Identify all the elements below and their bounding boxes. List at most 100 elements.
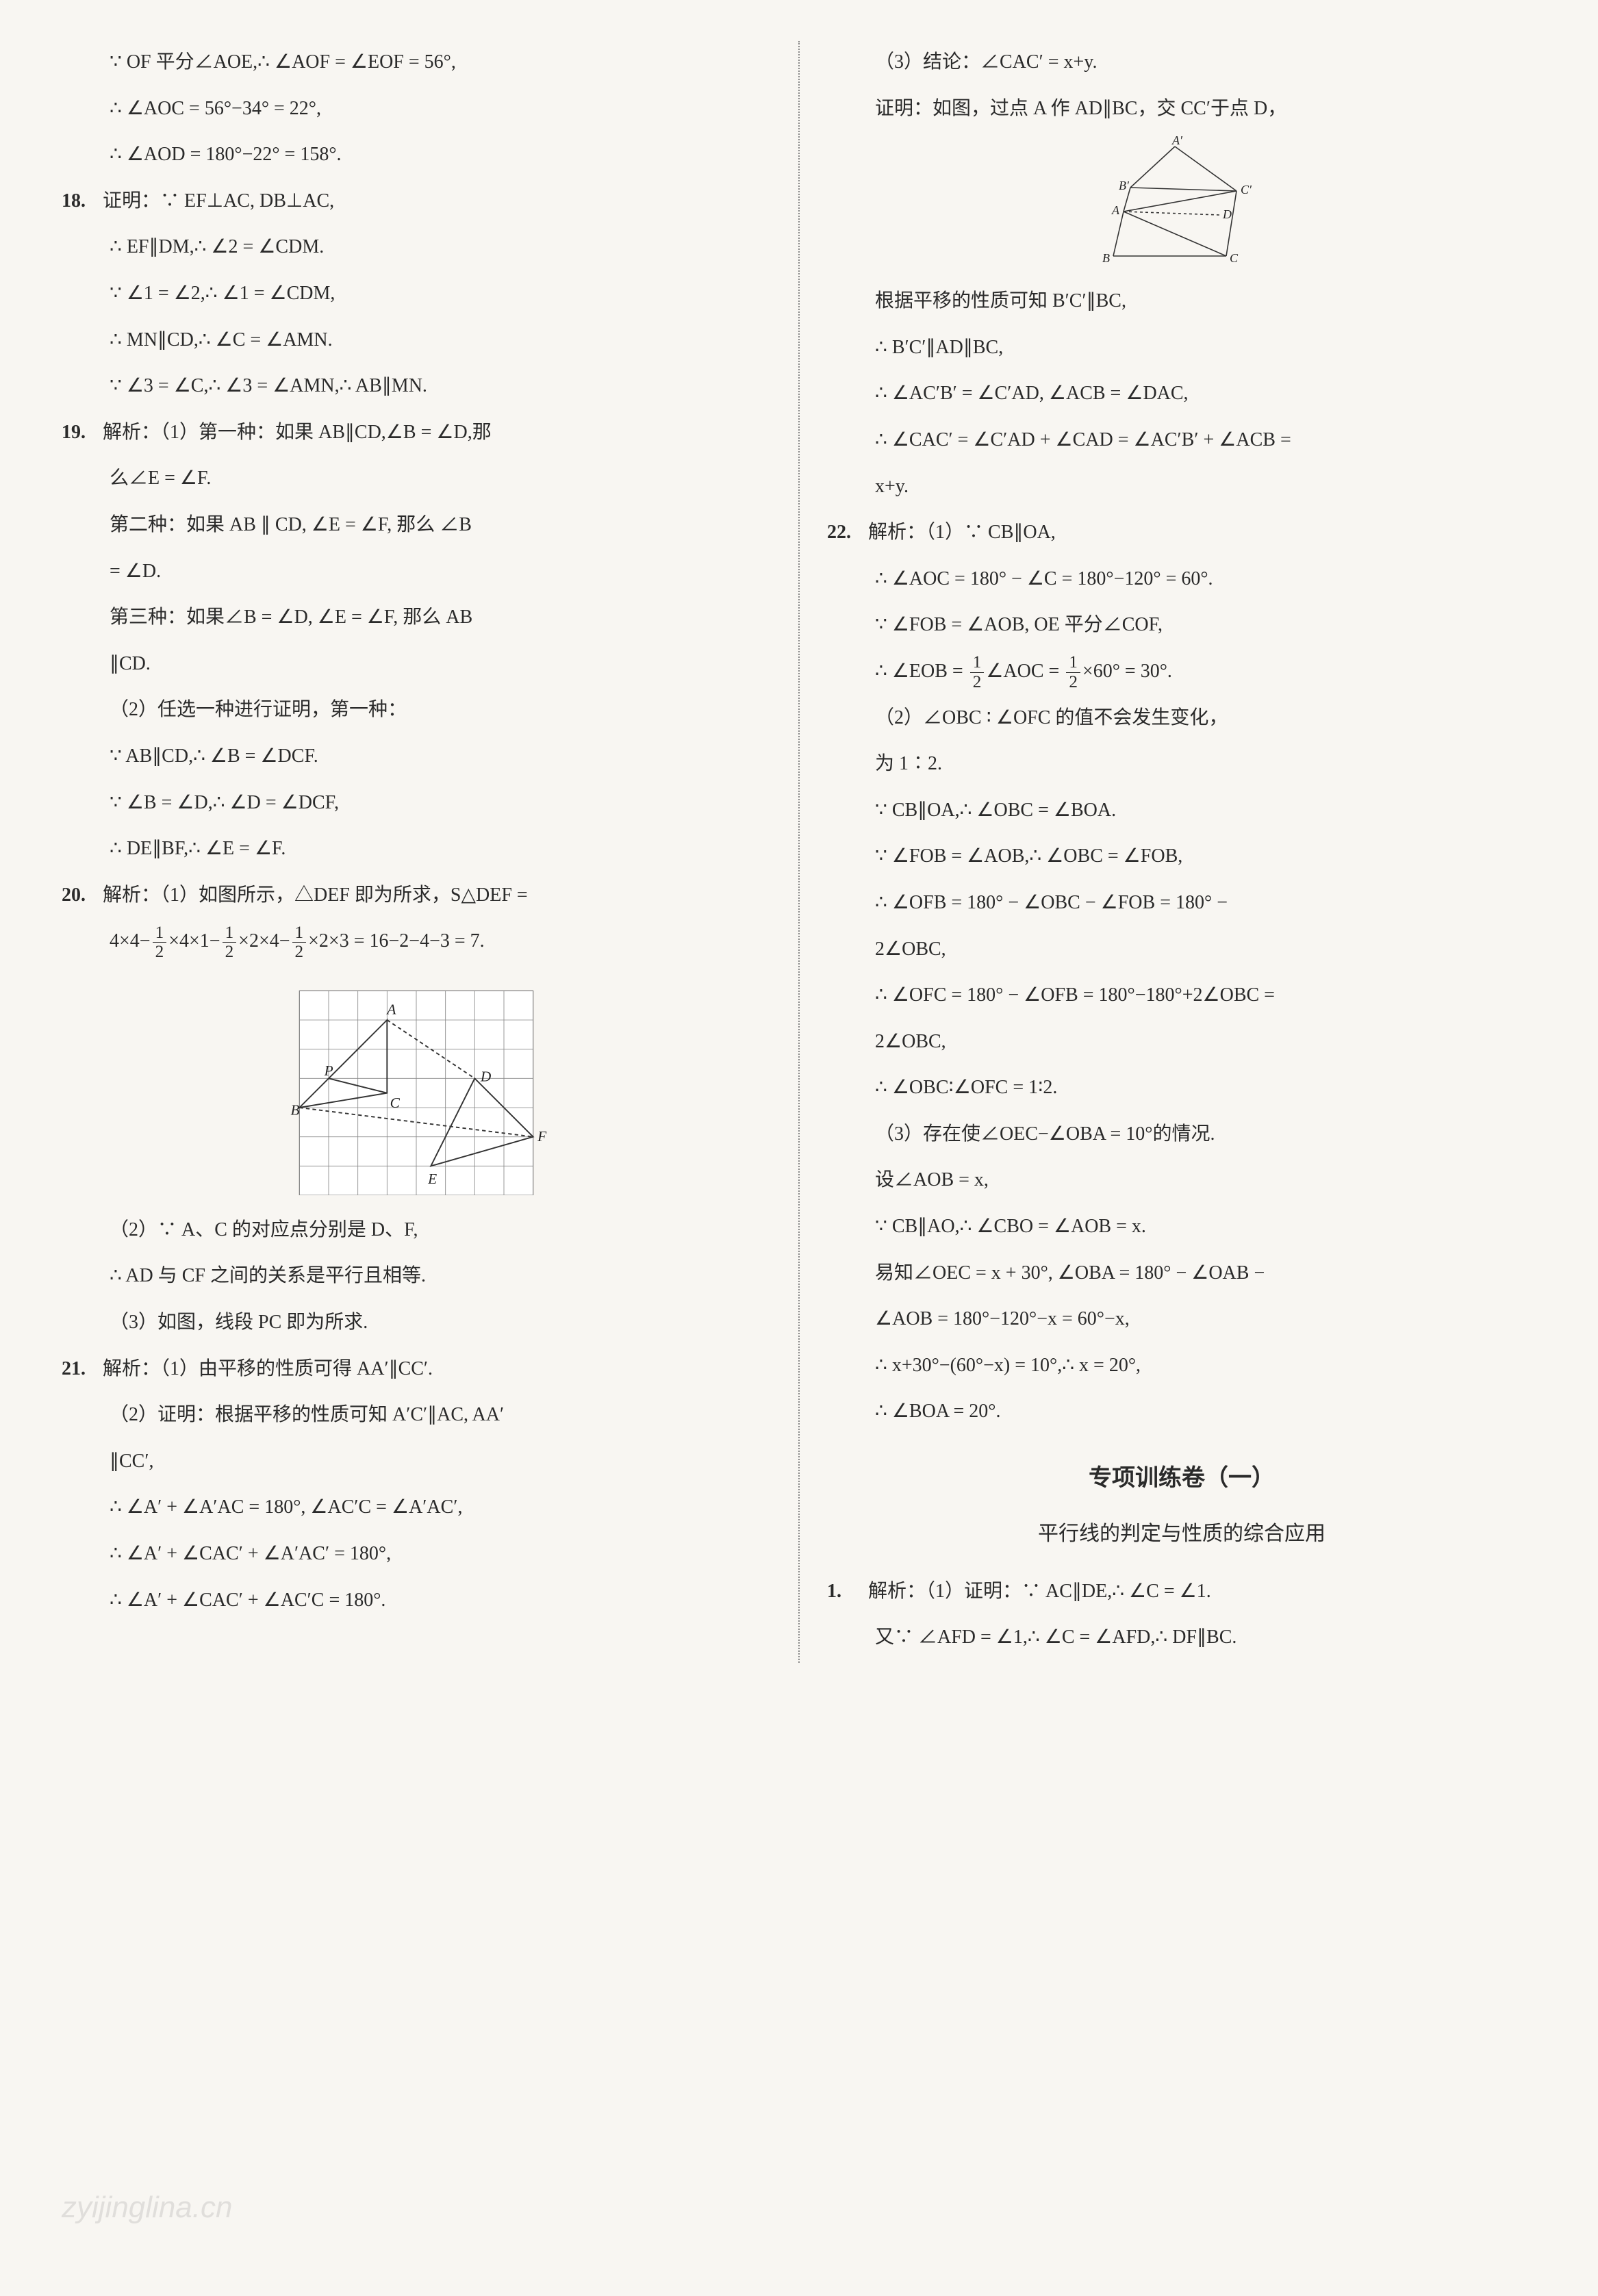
text-line: ∴ ∠OFC = 180° − ∠OFB = 180°−180°+2∠OBC = [827,974,1536,1017]
svg-text:C′: C′ [1241,183,1252,196]
label: 解析： [868,1581,926,1602]
svg-text:B: B [291,1102,300,1119]
label: 解析： [103,884,160,906]
svg-text:P: P [324,1062,333,1079]
text-line: = ∠D. [62,550,771,593]
fraction: 12 [153,923,167,962]
eq-part: ×60° = 30°. [1082,661,1172,682]
text-line: ∵ CB∥AO,∴ ∠CBO = ∠AOB = x. [827,1206,1536,1248]
q21: 21.解析：（1）由平移的性质可得 AA′∥CC′. [62,1348,771,1390]
column-divider [798,41,800,1663]
text-line: 又∵ ∠AFD = ∠1,∴ ∠C = ∠AFD,∴ DF∥BC. [827,1616,1536,1659]
text-line: ∵ ∠B = ∠D,∴ ∠D = ∠DCF, [62,782,771,824]
text-line: ∵ ∠3 = ∠C,∴ ∠3 = ∠AMN,∴ AB∥MN. [62,365,771,407]
text-line: ∵ OF 平分∠AOE,∴ ∠AOF = ∠EOF = 56°, [62,41,771,84]
label: 解析： [103,422,160,443]
svg-text:E: E [427,1171,437,1187]
text-line: 证明：如图，过点 A 作 AD∥BC，交 CC′于点 D， [827,88,1536,130]
q22: 22.解析：（1）∵ CB∥OA, [827,511,1536,554]
text-line: ∴ x+30°−(60°−x) = 10°,∴ x = 20°, [827,1344,1536,1387]
svg-text:A: A [1111,203,1120,217]
text-line: ∵ ∠FOB = ∠AOB, OE 平分∠COF, [827,604,1536,646]
equation: ∴ ∠EOB = 12∠AOC = 12×60° = 30°. [827,650,1536,693]
text-line: （2）∵ A、C 的对应点分别是 D、F, [62,1209,771,1251]
text-line: ∵ ∠FOB = ∠AOB,∴ ∠OBC = ∠FOB, [827,835,1536,878]
equation: 4×4−12×4×1−12×2×4−12×2×3 = 16−2−4−3 = 7. [62,920,771,962]
translation-figure: A′ B′ C′ A D B C [1086,136,1278,266]
text: （1）如图所示，△DEF 即为所求，S△DEF = [160,884,528,906]
question-number: 22. [827,511,868,554]
text-line: 第三种：如果∠B = ∠D, ∠E = ∠F, 那么 AB [62,596,771,639]
q20: 20.解析：（1）如图所示，△DEF 即为所求，S△DEF = [62,874,771,917]
text-line: ∴ ∠A′ + ∠A′AC = 180°, ∠AC′C = ∠A′AC′, [62,1486,771,1529]
watermark: zyijinglina.cn [62,2175,232,2241]
text-line: ∵ AB∥CD,∴ ∠B = ∠DCF. [62,735,771,778]
text-line: ∴ ∠AC′B′ = ∠C′AD, ∠ACB = ∠DAC, [827,372,1536,415]
fraction: 12 [292,923,307,962]
text-line: ∴ EF∥DM,∴ ∠2 = ∠CDM. [62,226,771,268]
text-line: x+y. [827,465,1536,508]
svg-text:B′: B′ [1119,179,1130,192]
text-line: ∵ ∠1 = ∠2,∴ ∠1 = ∠CDM, [62,272,771,315]
text-line: （3）如图，线段 PC 即为所求. [62,1301,771,1344]
text: （1）∵ CB∥OA, [926,522,1056,543]
fraction: 12 [970,653,985,691]
text-line: ∥CC′, [62,1440,771,1483]
text-line: （3）存在使∠OEC−∠OBA = 10°的情况. [827,1113,1536,1156]
text-line: 么∠E = ∠F. [62,457,771,500]
text-line: 根据平移的性质可知 B′C′∥BC, [827,280,1536,322]
question-number: 1. [827,1570,868,1613]
grid-figure: A P B C D E F [279,976,553,1195]
question-number: 18. [62,180,103,222]
text-line: 易知∠OEC = x + 30°, ∠OBA = 180° − ∠OAB − [827,1252,1536,1294]
svg-text:A′: A′ [1171,136,1183,147]
text: ∵ EF⊥AC, DB⊥AC, [160,190,334,212]
svg-text:F: F [537,1128,547,1145]
q1: 1.解析：（1）证明：∵ AC∥DE,∴ ∠C = ∠1. [827,1570,1536,1613]
text-line: ∥CD. [62,643,771,685]
svg-text:B: B [1102,251,1110,265]
svg-text:C: C [1230,251,1239,265]
q19: 19.解析：（1）第一种：如果 AB∥CD,∠B = ∠D,那 [62,411,771,454]
label: 解析： [103,1358,160,1379]
text: （1）第一种：如果 AB∥CD,∠B = ∠D,那 [160,422,492,443]
question-number: 20. [62,874,103,917]
text-line: 2∠OBC, [827,928,1536,971]
text-line: ∴ ∠AOD = 180°−22° = 158°. [62,133,771,176]
section-title: 专项训练卷（一） [827,1453,1536,1505]
svg-text:D: D [1222,207,1232,221]
text-line: 第二种：如果 AB ∥ CD, ∠E = ∠F, 那么 ∠B [62,504,771,546]
text-line: （2）证明：根据平移的性质可知 A′C′∥AC, AA′ [62,1394,771,1436]
question-number: 19. [62,411,103,454]
text-line: ∴ ∠OFB = 180° − ∠OBC − ∠FOB = 180° − [827,882,1536,924]
text: （1）证明：∵ AC∥DE,∴ ∠C = ∠1. [926,1581,1211,1602]
text-line: ∴ ∠A′ + ∠CAC′ + ∠A′AC′ = 180°, [62,1533,771,1575]
text-line: ∴ ∠AOC = 56°−34° = 22°, [62,88,771,130]
text-line: ∴ B′C′∥AD∥BC, [827,327,1536,369]
eq-part: ×4×1− [168,930,220,952]
text-line: ∴ ∠CAC′ = ∠C′AD + ∠CAD = ∠AC′B′ + ∠ACB = [827,419,1536,461]
text-line: （3）结论：∠CAC′ = x+y. [827,41,1536,84]
text-line: ∠AOB = 180°−120°−x = 60°−x, [827,1298,1536,1340]
text-line: 2∠OBC, [827,1021,1536,1063]
text-line: ∵ CB∥OA,∴ ∠OBC = ∠BOA. [827,789,1536,832]
text-line: ∴ ∠AOC = 180° − ∠C = 180°−120° = 60°. [827,558,1536,600]
svg-text:C: C [390,1095,401,1111]
right-column: （3）结论：∠CAC′ = x+y. 证明：如图，过点 A 作 AD∥BC，交 … [827,41,1536,1663]
text-line: （2）∠OBC ∶ ∠OFC 的值不会发生变化， [827,697,1536,739]
text-line: ∴ DE∥BF,∴ ∠E = ∠F. [62,828,771,870]
q18: 18.证明：∵ EF⊥AC, DB⊥AC, [62,180,771,222]
text-line: ∴ AD 与 CF 之间的关系是平行且相等. [62,1255,771,1297]
question-number: 21. [62,1348,103,1390]
text-line: （2）任选一种进行证明，第一种： [62,689,771,731]
eq-part: ×2×3 = 16−2−4−3 = 7. [308,930,485,952]
text-line: 为 1∶2. [827,743,1536,785]
left-column: ∵ OF 平分∠AOE,∴ ∠AOF = ∠EOF = 56°, ∴ ∠AOC … [62,41,771,1663]
fraction: 12 [223,923,237,962]
label: 证明： [103,190,160,212]
text: （1）由平移的性质可得 AA′∥CC′. [160,1358,433,1379]
text-line: ∴ MN∥CD,∴ ∠C = ∠AMN. [62,319,771,361]
svg-text:D: D [480,1068,492,1084]
eq-part: ∴ ∠EOB = [875,661,968,682]
text-line: ∴ ∠A′ + ∠CAC′ + ∠AC′C = 180°. [62,1579,771,1622]
